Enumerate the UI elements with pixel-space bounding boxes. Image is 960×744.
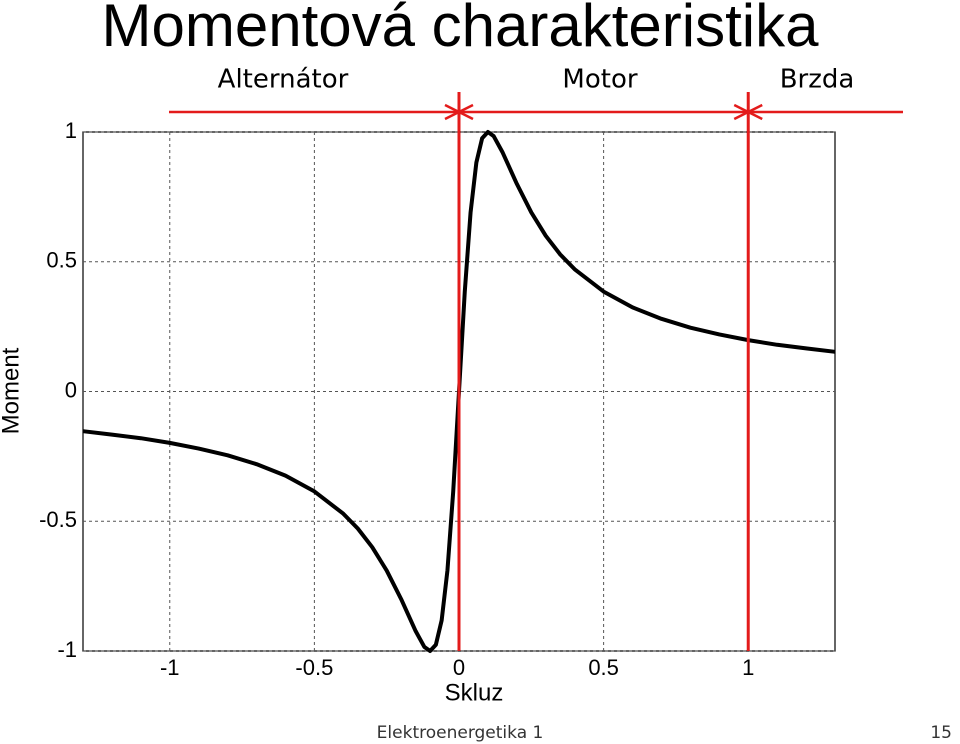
page-number: 15 [930,723,952,743]
slide-title: Momentová charakteristika [102,0,820,59]
y-tick-label: 1 [65,118,77,143]
y-tick-label: -0.5 [39,507,77,532]
region-label: Brzda [780,65,855,95]
x-tick-label: 0 [453,655,465,680]
x-tick-label: 1 [742,655,754,680]
footer-text: Elektroenergetika 1 [377,723,544,743]
arrow-head [456,103,474,121]
x-tick-label: 0.5 [588,655,619,680]
x-axis-label: Skluz [445,679,504,706]
y-tick-label: -1 [57,637,77,662]
region-label: Alternátor [218,65,349,95]
x-tick-label: -0.5 [295,655,333,680]
region-label: Motor [562,65,637,95]
y-axis-label: Moment [0,347,24,434]
y-tick-label: 0.5 [46,248,77,273]
x-tick-label: -1 [160,655,180,680]
y-tick-label: 0 [65,377,77,402]
arrow-head [745,103,763,121]
